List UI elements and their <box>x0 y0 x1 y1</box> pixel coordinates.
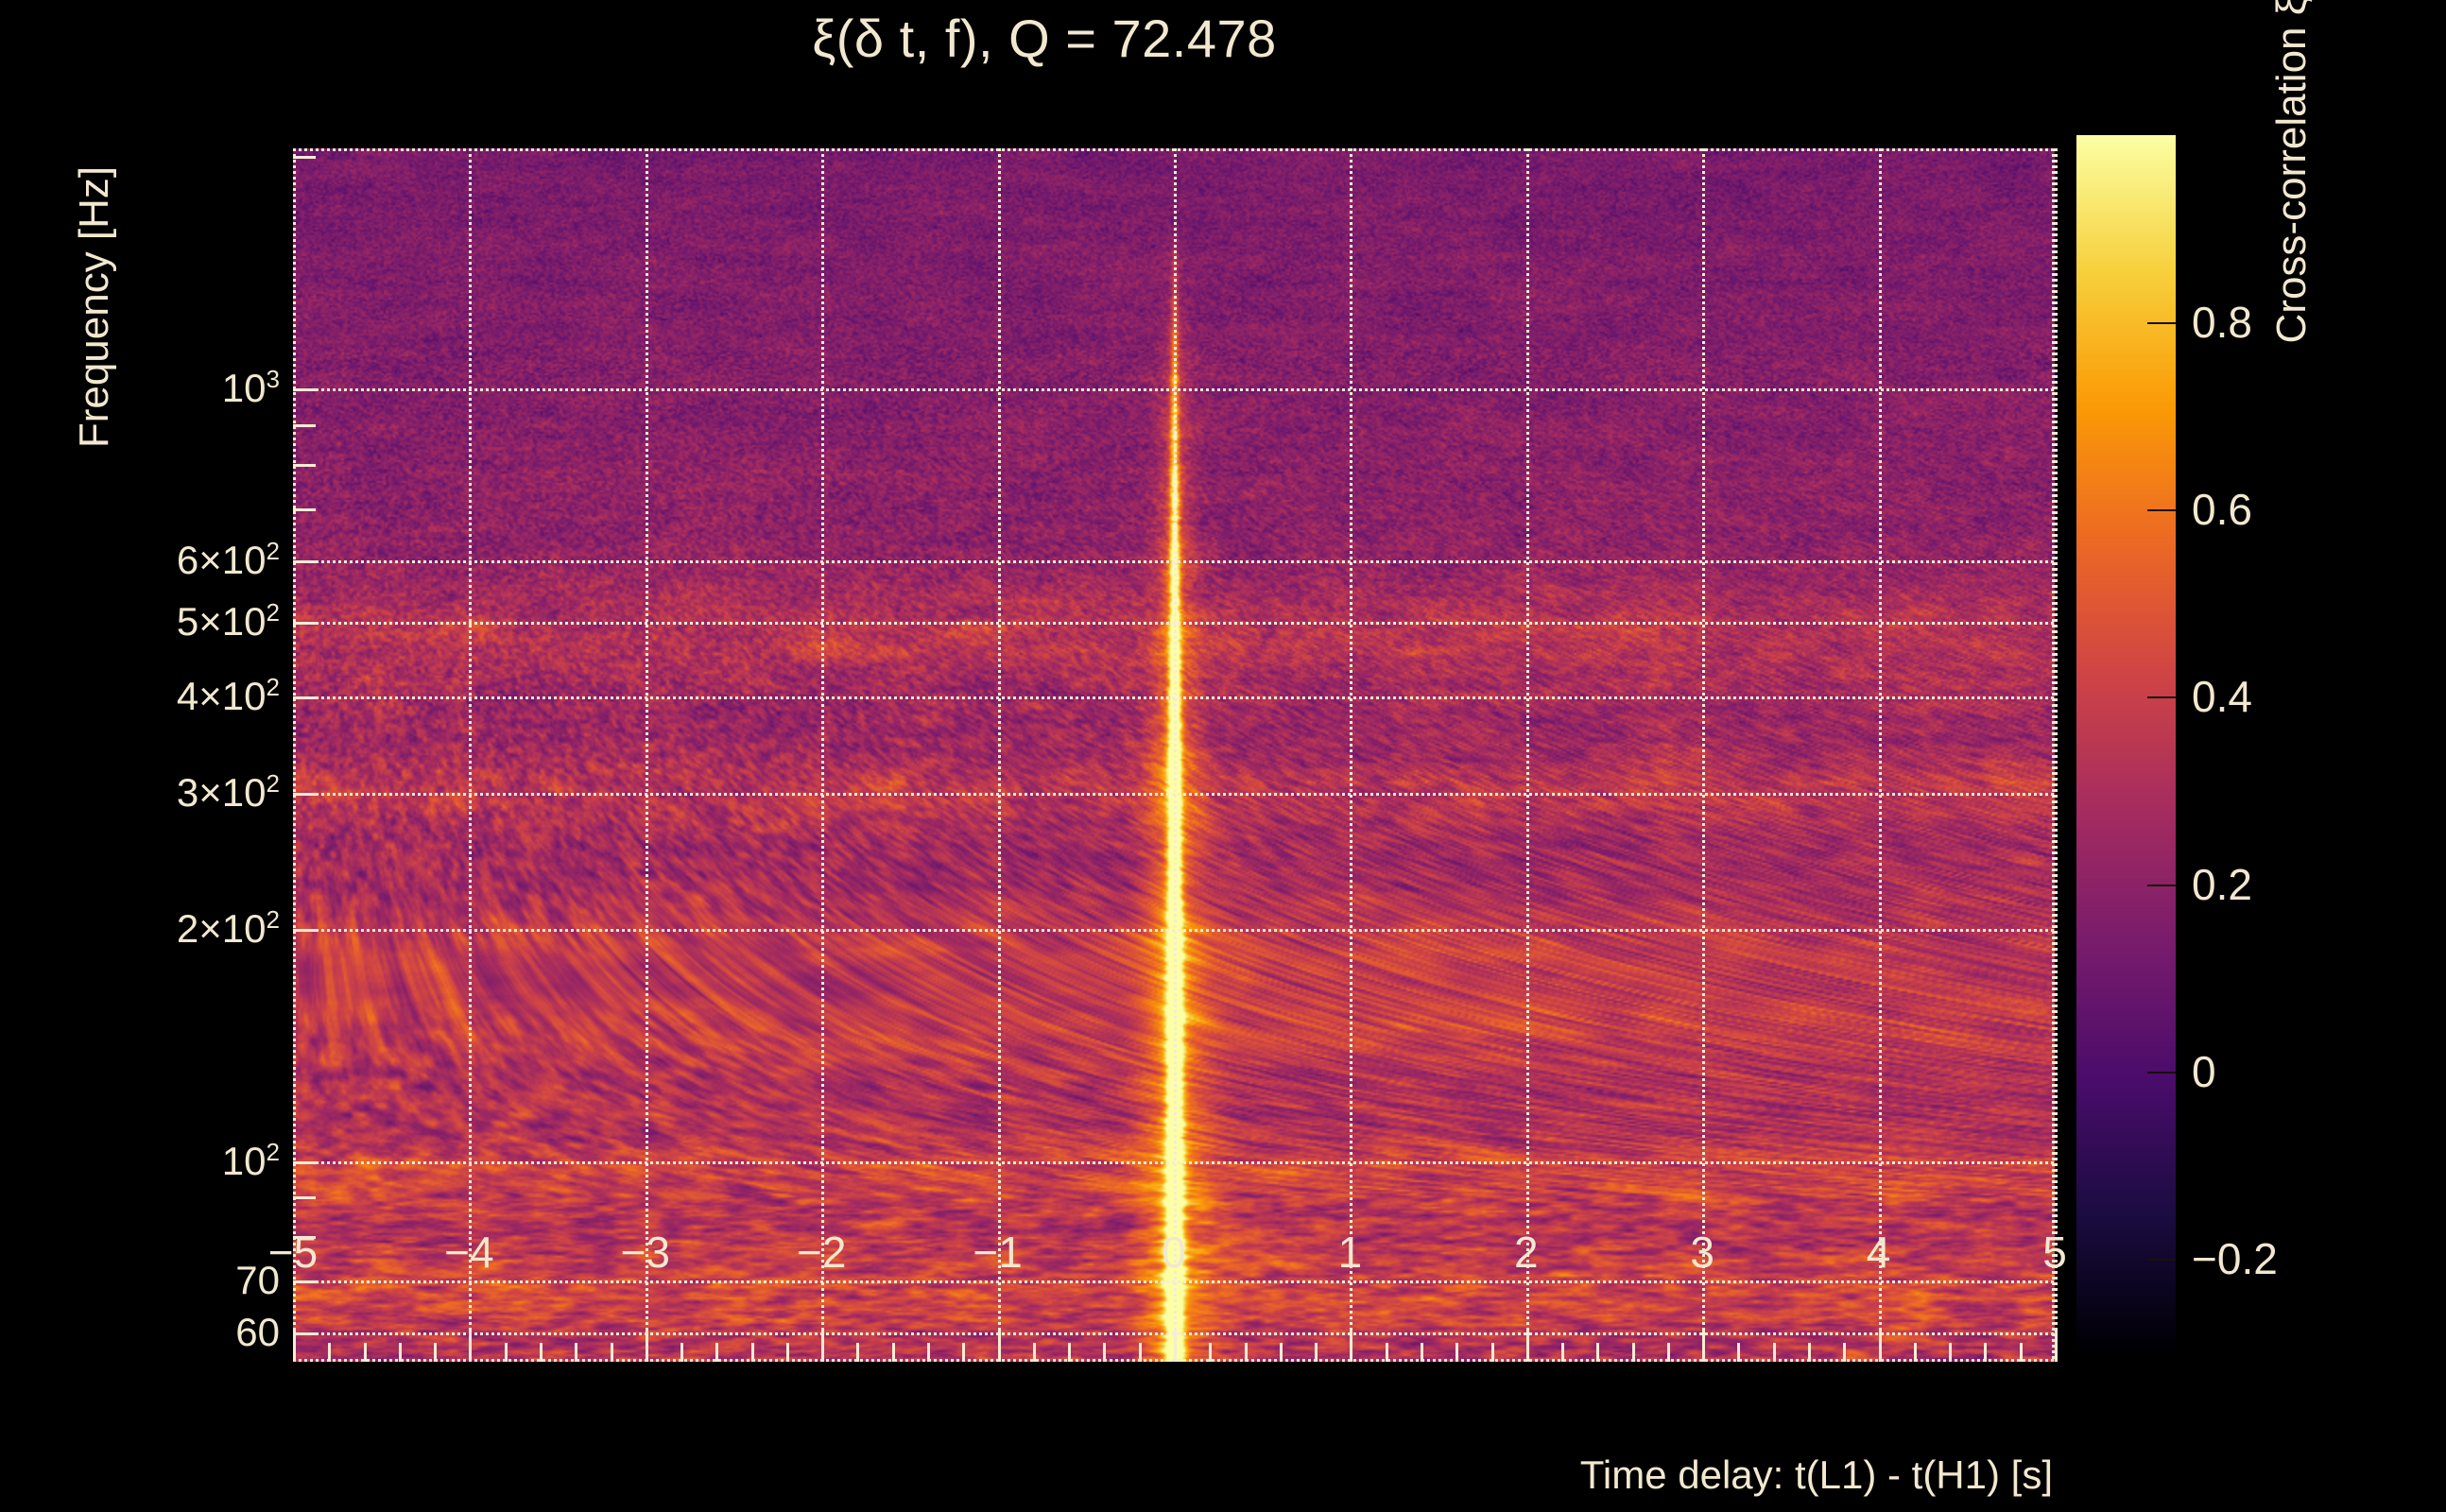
plot-area: Time delay: t(L1) - t(H1) [s] <box>293 148 2058 1497</box>
y-tick-label: 3×102 <box>176 768 280 815</box>
y-tick-label: 6×102 <box>176 536 280 582</box>
colorbar-tick-mark <box>2147 1258 2176 1261</box>
x-axis-label: Time delay: t(L1) - t(H1) [s] <box>1579 1452 2053 1497</box>
y-tick-label: 102 <box>221 1137 280 1183</box>
y-tick-label: 5×102 <box>176 597 280 644</box>
x-tick-label: −4 <box>444 1228 494 1277</box>
colorbar-label: Cross-correlation ξ <box>2268 0 2315 344</box>
colorbar-tick-label: 0 <box>2192 1046 2216 1096</box>
x-tick-label: 3 <box>1690 1228 1714 1277</box>
y-tick-label: 70 <box>235 1258 280 1303</box>
x-tick-label: −5 <box>267 1228 319 1277</box>
gridline-vertical <box>2055 148 2058 1362</box>
colorbar-tick-mark <box>2147 696 2176 699</box>
colorbar-gradient <box>2076 135 2176 1352</box>
colorbar-tick-label: −0.2 <box>2192 1233 2278 1283</box>
page-title: ξ(δ t, f), Q = 72.478 <box>812 9 1277 68</box>
x-tick-label: 5 <box>2042 1228 2067 1277</box>
colorbar-tick-mark <box>2147 322 2176 325</box>
colorbar-tick-label: 0.8 <box>2192 298 2252 348</box>
y-tick-label: 2×102 <box>176 904 280 951</box>
x-tick-label: −1 <box>973 1228 1023 1277</box>
x-tick-mark <box>2055 1330 2058 1362</box>
y-tick-label: 103 <box>221 365 280 411</box>
heatmap-image <box>293 148 2055 1362</box>
colorbar-tick-mark <box>2147 509 2176 512</box>
colorbar-tick-mark <box>2147 884 2176 886</box>
y-tick-label: 60 <box>235 1310 280 1355</box>
colorbar-tick-label: 0.2 <box>2192 859 2252 909</box>
x-tick-label: 1 <box>1337 1228 1363 1277</box>
y-axis-label: Frequency [Hz] <box>71 165 117 449</box>
colorbar-tick-label: 0.6 <box>2192 485 2252 535</box>
x-tick-label: 4 <box>1866 1228 1891 1277</box>
x-tick-label: 0 <box>1162 1228 1186 1277</box>
x-tick-label: 2 <box>1514 1228 1539 1277</box>
colorbar: 0.8 0.6 0.4 0.2 0 −0.2 <box>2076 135 2278 1352</box>
y-tick-label: 4×102 <box>176 672 280 718</box>
x-tick-label: −3 <box>620 1228 671 1277</box>
x-tick-label: −2 <box>796 1228 847 1277</box>
colorbar-tick-mark <box>2147 1071 2176 1074</box>
colorbar-tick-label: 0.4 <box>2192 672 2252 722</box>
